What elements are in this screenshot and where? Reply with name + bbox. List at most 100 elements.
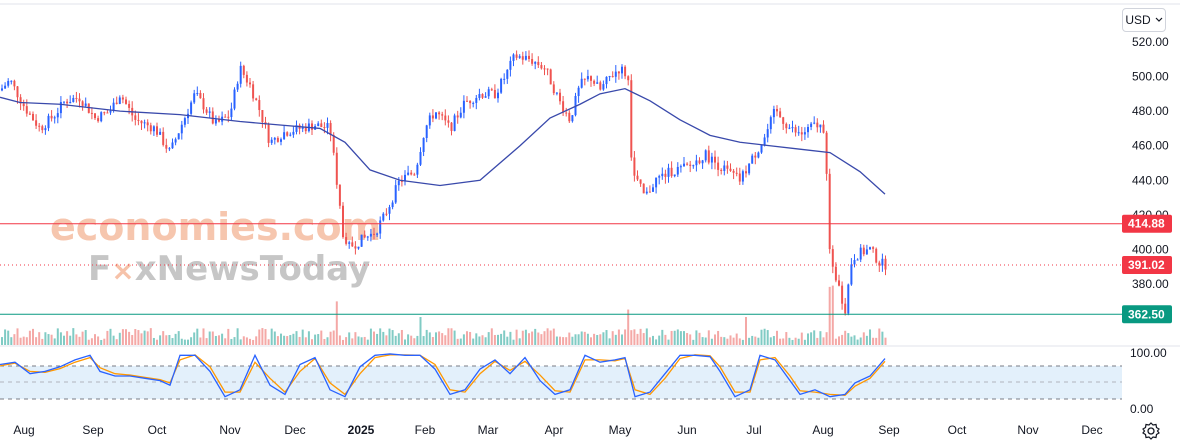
time-tick: Dec	[284, 423, 305, 437]
candle-body	[177, 133, 180, 140]
candle-body	[707, 150, 710, 163]
candle-body	[807, 126, 809, 133]
candle-body	[332, 135, 335, 153]
volume-bar	[94, 334, 96, 345]
candle-body	[748, 163, 751, 174]
candle-body	[97, 118, 100, 122]
candle-body	[667, 167, 670, 177]
candle-body	[810, 123, 813, 127]
candles	[1, 50, 887, 316]
volume-bar	[425, 329, 428, 345]
time-tick: Apr	[545, 423, 564, 437]
volume-bar	[528, 333, 530, 345]
volume-bar	[838, 336, 840, 345]
candle-body	[410, 172, 413, 175]
stochastic-k-line	[0, 353, 886, 398]
volume-bar	[456, 338, 459, 345]
gear-icon[interactable]	[1141, 421, 1161, 441]
volume-bar	[258, 329, 261, 345]
volume-bar	[562, 337, 565, 345]
candle-body	[335, 152, 338, 185]
candle-body	[831, 249, 834, 267]
volume-bar	[741, 339, 744, 345]
candle-body	[583, 78, 586, 80]
candle-body	[118, 97, 121, 104]
volume-bar	[338, 335, 341, 345]
volume-bar	[763, 328, 766, 345]
candle-body	[475, 97, 478, 103]
volume-bar	[645, 328, 648, 345]
candle-body	[559, 92, 561, 102]
candle-body	[512, 54, 515, 61]
candle-body	[35, 120, 38, 126]
candle-body	[834, 266, 837, 281]
watermark: economies.com F×xNewsToday	[50, 205, 381, 289]
candle-body	[859, 247, 862, 260]
volume-bar	[500, 333, 503, 345]
volume-bar	[118, 332, 121, 345]
candle-body	[853, 260, 856, 265]
candle-body	[435, 112, 437, 119]
volume-bar	[171, 338, 174, 345]
candle-body	[726, 165, 729, 169]
candle-body	[252, 84, 255, 99]
volume-bar	[884, 337, 887, 345]
candle-body	[630, 80, 633, 158]
candle-body	[149, 125, 152, 132]
volume-bar	[10, 337, 13, 345]
time-axis[interactable]: Aug Sep Oct Nov Dec 2025 Feb Mar Apr May Jun Jul Aug…	[13, 423, 1102, 437]
watermark-f: F	[88, 249, 111, 289]
volume-bar	[664, 334, 667, 345]
volume-bar	[521, 330, 524, 345]
candle-body	[16, 86, 19, 98]
volume-bar	[785, 332, 788, 345]
candle-body	[444, 115, 447, 121]
volume-bar	[738, 338, 741, 345]
candle-body	[78, 98, 81, 102]
volume-bar	[490, 328, 493, 345]
candle-body	[7, 80, 10, 86]
candle-body	[205, 109, 208, 113]
currency-selector[interactable]: USD	[1122, 8, 1166, 32]
candle-body	[422, 137, 425, 152]
volume-bar	[32, 328, 34, 345]
candle-body	[103, 112, 106, 114]
volume-bar	[363, 336, 366, 345]
volume-bar	[304, 337, 307, 345]
candle-body	[717, 162, 720, 170]
candle-body	[202, 98, 205, 110]
volume-bar	[825, 332, 828, 345]
price-axis[interactable]: 520.00500.00480.00460.00440.00420.00400.…	[1132, 35, 1169, 291]
time-tick: Sep	[82, 423, 104, 437]
candle-body	[673, 174, 676, 177]
volume-bar	[103, 338, 106, 345]
volume-bar	[441, 333, 444, 345]
candle-body	[373, 233, 375, 235]
volume-bar	[332, 330, 335, 345]
candle-body	[850, 264, 853, 285]
candle-body	[140, 120, 143, 124]
candle-body	[363, 234, 366, 238]
candle-body	[518, 56, 521, 58]
candle-body	[236, 83, 239, 90]
candle-body	[13, 80, 16, 87]
time-tick: Oct	[148, 423, 167, 437]
candle-body	[648, 191, 651, 193]
volume-bar	[75, 334, 78, 345]
candle-body	[32, 113, 34, 121]
candle-body	[865, 249, 868, 255]
candle-body	[137, 119, 140, 121]
volume-bar	[245, 337, 248, 345]
volume-bar	[875, 337, 878, 345]
candle-body	[788, 127, 791, 129]
candle-body	[565, 112, 568, 114]
candle-body	[156, 126, 158, 135]
candle-body	[645, 191, 648, 194]
time-tick: Jun	[677, 423, 696, 437]
volume-bar	[435, 332, 437, 345]
candle-body	[382, 213, 385, 221]
candle-body	[280, 139, 282, 142]
candle-body	[686, 163, 689, 165]
volume-bar	[413, 338, 416, 345]
